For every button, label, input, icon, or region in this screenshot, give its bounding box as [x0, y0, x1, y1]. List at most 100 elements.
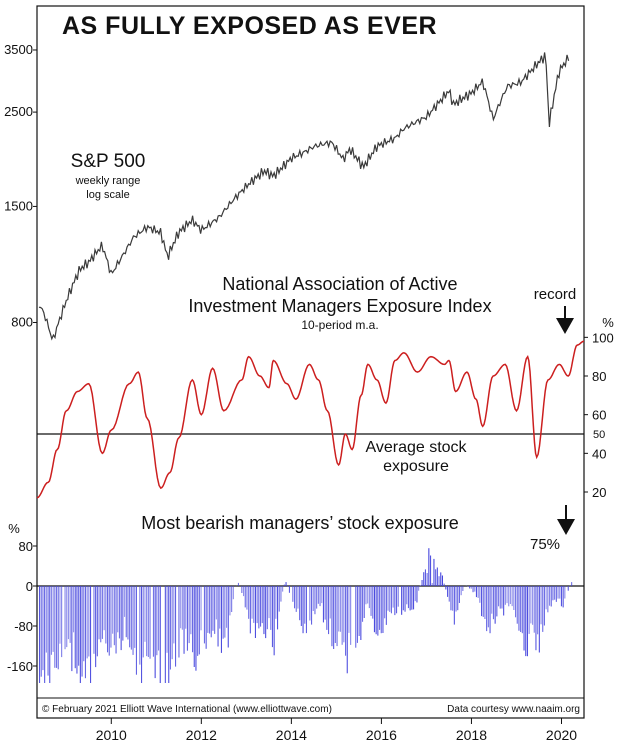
bearish-bar — [317, 586, 319, 604]
bearish-bar — [142, 586, 144, 658]
bearish-bar — [448, 586, 450, 602]
bearish-bar — [154, 586, 156, 679]
x-tick-label: 2016 — [366, 727, 397, 743]
bearish-bar — [482, 586, 484, 617]
bearish-bar — [486, 586, 488, 632]
bearish-bar — [533, 586, 535, 633]
bearish-bar — [125, 586, 127, 638]
bearish-bar — [146, 586, 148, 657]
bearish-bar — [526, 586, 528, 657]
bearish-bar — [302, 586, 304, 634]
bearish-bar — [421, 580, 423, 586]
bearish-bar — [39, 586, 41, 683]
exposure-line — [36, 340, 585, 499]
bearish-bar — [40, 586, 42, 677]
bearish-bar — [346, 586, 348, 674]
bearish-bar — [447, 586, 449, 597]
bearish-bar — [232, 586, 234, 600]
bearish-bar — [209, 586, 211, 634]
exposure-unit: % — [602, 315, 614, 330]
bearish-bar — [188, 586, 190, 644]
exposure-series — [36, 340, 585, 499]
bearish-bar — [535, 586, 537, 651]
bearish-bar — [229, 586, 231, 616]
bearish-bar — [404, 586, 406, 612]
bearish-bar — [261, 586, 263, 624]
bearish-bar — [120, 586, 122, 651]
bearish-bar — [319, 586, 321, 607]
bearish-bars — [39, 548, 573, 683]
bearish-bar — [528, 586, 530, 634]
bearish-bar — [295, 586, 297, 612]
bearish-bar — [435, 569, 437, 586]
bearish-bar — [215, 586, 217, 620]
bearish-bar — [321, 586, 323, 604]
bearish-bar — [135, 586, 137, 675]
bearish-bar — [379, 586, 381, 630]
bearish-bar — [365, 586, 367, 605]
bearish-bar — [139, 586, 141, 665]
bearish-bar — [212, 586, 214, 631]
bearish-bar — [246, 586, 248, 610]
bearish-bar — [339, 586, 341, 632]
bearish-bar — [334, 586, 336, 643]
bearish-bar — [294, 586, 296, 609]
x-tick-label: 2018 — [456, 727, 487, 743]
sp500-y-tick-label: 2500 — [4, 104, 33, 119]
bearish-bar — [375, 586, 377, 635]
bearish-bar — [460, 586, 462, 596]
bearish-bar — [549, 586, 551, 606]
bearish-bar — [112, 586, 114, 634]
bearish-bar — [443, 583, 445, 586]
bearish-bar — [265, 586, 267, 639]
exposure-y-tick-label: 20 — [592, 485, 606, 500]
sp500-sublabel-2: log scale — [86, 189, 129, 201]
bearish-bar — [324, 586, 326, 620]
bearish-bar — [71, 586, 73, 672]
bearish-bar — [370, 586, 372, 616]
bearish-bar — [210, 586, 212, 638]
bearish-bar — [159, 586, 161, 683]
bearish-bar — [117, 586, 119, 633]
bearish-bar — [288, 586, 290, 593]
x-tick-label: 2020 — [546, 727, 577, 743]
bearish-bar — [326, 586, 328, 630]
bearish-bar — [205, 586, 207, 649]
bearish-bar — [394, 586, 396, 616]
bearish-bar — [124, 586, 126, 617]
bearish-bar — [132, 586, 134, 655]
exposure-title-line-1: National Association of Active — [222, 274, 457, 294]
bearish-bar — [130, 586, 132, 650]
bearish-bar — [452, 586, 454, 611]
bearish-bar — [416, 586, 418, 603]
bearish-bar — [256, 586, 258, 624]
bearish-bar — [134, 586, 136, 648]
bearish-bar — [83, 586, 85, 662]
bearish-bar — [414, 586, 416, 602]
bearish-bar — [244, 586, 246, 608]
bearish-bar — [362, 586, 364, 622]
exposure-y-tick-label: 60 — [592, 408, 606, 423]
bearish-bar — [231, 586, 233, 612]
sp500-sublabel-1: weekly range — [75, 175, 141, 187]
bearish-bar — [453, 586, 455, 625]
sp500-line — [38, 52, 570, 341]
bearish-bar — [300, 586, 302, 626]
bearish-bar — [481, 586, 483, 617]
bearish-bar — [426, 573, 428, 586]
bearish-bar — [66, 586, 68, 648]
bearish-bar — [523, 586, 525, 651]
bearish-bar — [168, 586, 170, 683]
bearish-bar — [181, 586, 183, 630]
bearish-bar — [384, 586, 386, 619]
bearish-bar — [129, 586, 131, 648]
bearish-bar — [81, 586, 83, 677]
sp500-label: S&P 500 — [71, 151, 146, 172]
bearish-bar — [198, 586, 200, 655]
bearish-bar — [458, 586, 460, 603]
bearish-bar — [93, 586, 95, 654]
bearish-bar — [358, 586, 360, 636]
bearish-bar — [350, 586, 352, 645]
bearish-bar — [520, 586, 522, 632]
